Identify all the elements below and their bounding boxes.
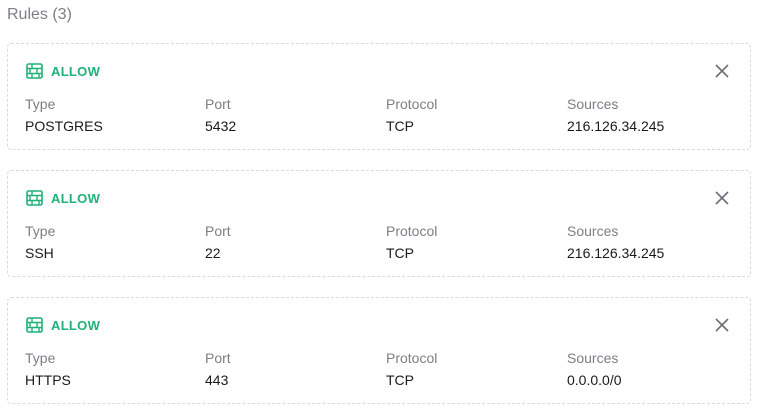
rule-field: Protocol TCP (386, 96, 437, 134)
rule-field: Sources 216.126.34.245 (567, 96, 664, 134)
rule-field: Port 22 (205, 223, 231, 261)
rule-field: Port 443 (205, 350, 231, 388)
field-label: Protocol (386, 223, 438, 239)
rule-header: ALLOW (26, 317, 100, 333)
field-label: Protocol (386, 96, 438, 112)
rule-field: Sources 0.0.0.0/0 (567, 350, 622, 388)
rule-card: ALLOW Type POSTGRES Port 5432 Protocol T… (7, 43, 751, 150)
rule-header: ALLOW (26, 190, 100, 206)
firewall-icon (26, 63, 43, 79)
field-value: 216.126.34.245 (567, 245, 665, 261)
field-value: SSH (25, 245, 54, 261)
rule-header: ALLOW (26, 63, 100, 79)
rule-field: Type SSH (25, 223, 55, 261)
field-label: Sources (567, 223, 619, 239)
field-value: TCP (386, 372, 414, 388)
field-value: 443 (205, 372, 229, 388)
field-value: 22 (205, 245, 221, 261)
rule-field: Sources 216.126.34.245 (567, 223, 664, 261)
firewall-icon (26, 317, 43, 333)
rules-title: Rules (3) (7, 6, 72, 23)
field-label: Port (205, 96, 231, 112)
rule-field: Port 5432 (205, 96, 236, 134)
field-value: 216.126.34.245 (567, 118, 665, 134)
field-label: Type (25, 96, 56, 112)
field-label: Port (205, 350, 231, 366)
field-label: Sources (567, 350, 619, 366)
remove-rule-button[interactable] (714, 317, 730, 333)
field-value: POSTGRES (25, 118, 103, 134)
rule-field: Type POSTGRES (25, 96, 103, 134)
rule-field: Type HTTPS (25, 350, 71, 388)
rule-action: ALLOW (51, 190, 101, 206)
field-label: Port (205, 223, 231, 239)
rule-action: ALLOW (51, 317, 101, 333)
firewall-icon (26, 190, 43, 206)
field-label: Type (25, 223, 56, 239)
field-label: Protocol (386, 350, 438, 366)
rule-action: ALLOW (51, 63, 101, 79)
field-value: 5432 (205, 118, 237, 134)
rule-card: ALLOW Type HTTPS Port 443 Protocol TCP S… (7, 297, 751, 404)
remove-rule-button[interactable] (714, 63, 730, 79)
field-value: TCP (386, 245, 414, 261)
remove-rule-button[interactable] (714, 190, 730, 206)
rule-field: Protocol TCP (386, 350, 437, 388)
field-value: HTTPS (25, 372, 71, 388)
rule-card: ALLOW Type SSH Port 22 Protocol TCP Sour… (7, 170, 751, 277)
field-value: TCP (386, 118, 414, 134)
field-value: 0.0.0.0/0 (567, 372, 622, 388)
field-label: Sources (567, 96, 619, 112)
rule-field: Protocol TCP (386, 223, 437, 261)
field-label: Type (25, 350, 56, 366)
